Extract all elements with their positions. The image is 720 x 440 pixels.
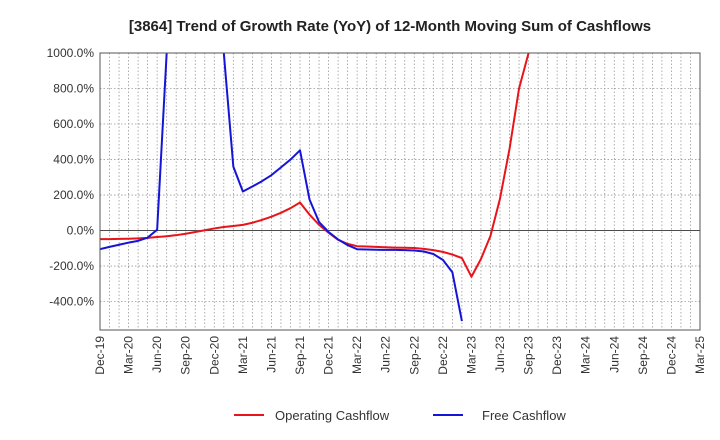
x-tick-label: Mar-22 [350,336,364,374]
x-tick-label: Dec-20 [207,336,221,375]
legend-label-free-cashflow: Free Cashflow [482,408,566,423]
series-layer [100,53,530,322]
x-tick-label: Dec-24 [664,336,678,375]
y-tick-label: 1000.0% [47,46,95,60]
y-tick-label: 800.0% [53,82,94,96]
x-tick-label: Jun-22 [379,336,393,373]
x-tick-label: Dec-19 [93,336,107,375]
chart-title: [3864] Trend of Growth Rate (YoY) of 12-… [129,18,651,35]
x-tick-label: Mar-21 [236,336,250,374]
x-tick-label: Mar-24 [579,336,593,374]
series-line-free-cashflow [222,53,463,322]
x-tick-label: Dec-21 [322,336,336,375]
x-axis-ticks: Dec-19 Mar-20 Jun-20 Sep-20 Dec-20 Mar-21 Jun-… [93,336,707,375]
x-tick-label: Jun-21 [264,336,278,373]
x-tick-label: Jun-20 [150,336,164,373]
x-tick-label: Dec-22 [436,336,450,375]
y-tick-label: -200.0% [49,259,94,273]
y-tick-label: 600.0% [53,117,94,131]
series-line-free-cashflow [100,53,168,251]
x-tick-label: Jun-23 [493,336,507,373]
x-tick-label: Sep-22 [407,336,421,375]
plot-frame [99,52,701,331]
x-tick-label: Sep-21 [293,336,307,375]
gridlines [100,53,700,330]
x-tick-label: Jun-24 [607,336,621,373]
series-line-operating-cashflow [100,53,530,278]
y-tick-label: 0.0% [67,224,95,238]
x-tick-label: Sep-20 [179,336,193,375]
x-tick-label: Mar-20 [122,336,136,374]
y-tick-label: 200.0% [53,188,94,202]
plot-border [99,52,701,331]
y-tick-label: -400.0% [49,295,94,309]
x-tick-label: Dec-23 [550,336,564,375]
legend: Operating Cashflow Free Cashflow [234,408,566,423]
x-tick-label: Sep-24 [636,336,650,375]
y-tick-label: 400.0% [53,153,94,167]
y-axis-ticks: 1000.0% 800.0% 600.0% 400.0% 200.0% 0.0% -200.… [47,46,95,309]
x-tick-label: Mar-25 [693,336,707,374]
x-tick-label: Sep-23 [522,336,536,375]
legend-label-operating-cashflow: Operating Cashflow [275,408,390,423]
x-tick-label: Mar-23 [464,336,478,374]
